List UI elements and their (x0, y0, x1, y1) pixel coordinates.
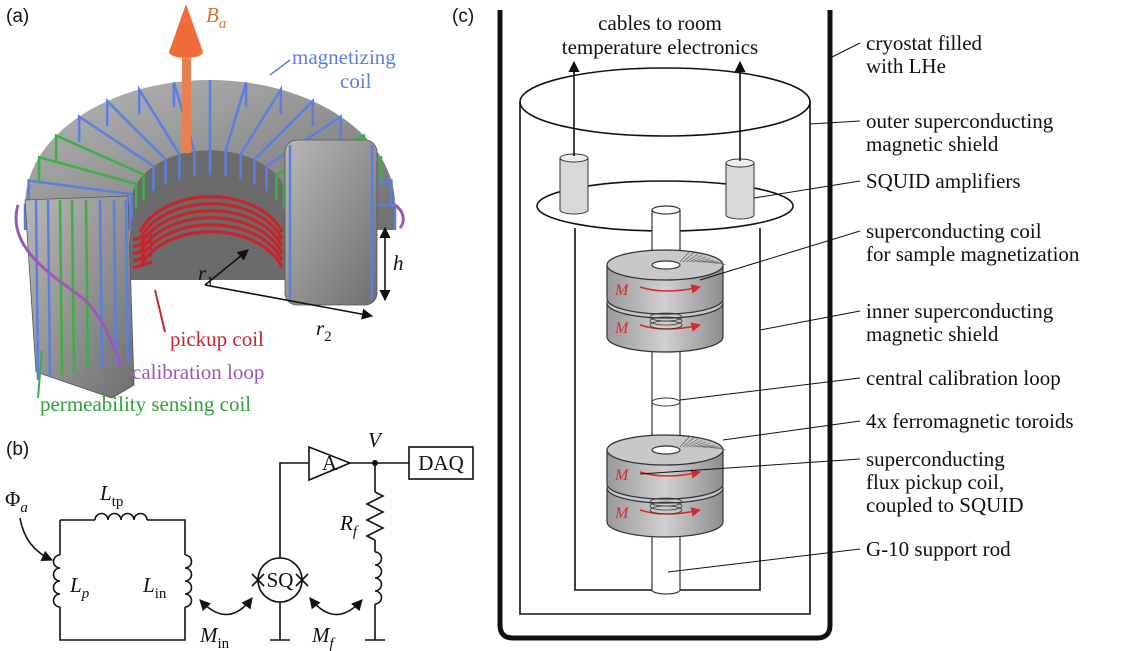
leader (830, 43, 860, 58)
annotation: superconducting coil (866, 219, 1042, 243)
r2-label: r2 (316, 316, 332, 345)
mf-label: Mf (311, 623, 336, 651)
wire (280, 463, 309, 558)
pickup-coil-label: pickup coil (170, 327, 264, 351)
coupling-arrow (200, 598, 252, 615)
circuit (20, 463, 409, 640)
annotation: inner superconducting (866, 299, 1054, 323)
field-label: Ba (206, 3, 226, 32)
panel-b: (b) SQ A V DAQ Φa Ltp Lp Lin Rf Min Mf (5, 428, 473, 651)
leader (723, 421, 860, 440)
leader (810, 121, 860, 124)
magnetization-label: M (614, 320, 630, 337)
leader (754, 181, 860, 198)
cables-label: cables to room (598, 11, 722, 35)
annotation: magnetic shield (866, 322, 999, 346)
amplifier-label: A (322, 451, 338, 475)
daq-label: DAQ (418, 451, 464, 475)
panel-a: (a) Ba r1 r2 h magnetizing coil pickup c… (6, 3, 404, 416)
magnetizing-coil-label: coil (340, 69, 372, 93)
figure: (a) Ba r1 r2 h magnetizing coil pickup c… (0, 0, 1140, 651)
wire (147, 520, 185, 555)
panel-label: (c) (452, 6, 474, 27)
annotation: central calibration loop (866, 366, 1061, 390)
outer-shield-top (520, 68, 810, 136)
coupling-arrow (310, 598, 362, 615)
annotation: coupled to SQUID (866, 493, 1023, 517)
panel-c: (c) cables to room temperature electroni… (452, 6, 1080, 638)
toroid-hole (652, 446, 680, 454)
annotation: for sample magnetization (866, 242, 1080, 266)
inductor (375, 552, 382, 604)
annotation: flux pickup coil, (866, 470, 1004, 494)
inductor (185, 555, 192, 607)
cryostat-parts: M M M M (560, 62, 754, 594)
magnetization-label: M (614, 505, 630, 522)
squid-amplifier (560, 158, 588, 214)
rf-label: Rf (339, 511, 359, 540)
lin-label: Lin (142, 573, 167, 602)
annotation: G-10 support rod (866, 537, 1011, 561)
support-rod-top (652, 206, 680, 214)
toroid-front-right (285, 140, 377, 305)
cables-label: temperature electronics (562, 35, 758, 59)
squid-label: SQ (267, 568, 294, 592)
flux-arrow (20, 518, 52, 560)
squid-amplifier (726, 163, 754, 219)
calibration-loop-label: calibration loop (132, 360, 264, 384)
annotation: SQUID amplifiers (866, 169, 1021, 193)
toroid-hole (652, 261, 680, 269)
annotation: cryostat filled (866, 31, 983, 55)
flux-label: Φa (5, 487, 28, 516)
wire (60, 607, 185, 640)
min-label: Min (199, 623, 230, 651)
leader (155, 290, 165, 332)
resistor (367, 492, 383, 540)
field-arrow-shaft (182, 58, 191, 153)
leader (680, 378, 860, 400)
annotation: 4x ferromagnetic toroids (866, 409, 1074, 433)
panel-label: (b) (6, 439, 29, 460)
magnetization-label: M (614, 467, 630, 484)
leader (700, 231, 860, 280)
inductor (54, 555, 61, 607)
lp-label: Lp (69, 573, 90, 602)
h-label: h (393, 251, 404, 275)
field-arrow-head (169, 4, 203, 58)
permeability-coil-label: permeability sensing coil (40, 392, 251, 416)
annotation: superconducting (866, 447, 1005, 471)
inductor (95, 514, 147, 521)
magnetization-label: M (614, 282, 630, 299)
annotation: magnetic shield (866, 132, 999, 156)
magnetizing-coil-label: magnetizing (292, 45, 396, 69)
leader (270, 60, 290, 75)
node (372, 460, 378, 466)
annotation: with LHe (866, 54, 946, 78)
v-label: V (368, 428, 383, 452)
ltp-label: Ltp (99, 481, 123, 510)
annotation: outer superconducting (866, 109, 1054, 133)
panel-label: (a) (6, 6, 29, 27)
